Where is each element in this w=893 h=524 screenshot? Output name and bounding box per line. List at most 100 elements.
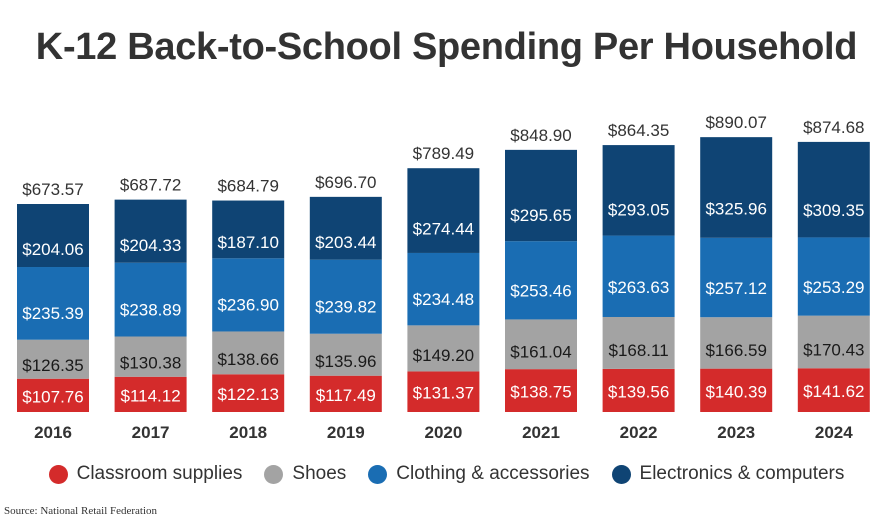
- segment-label-classroom-supplies-2017: $114.12: [120, 386, 180, 405]
- bar-segment-clothing-accessories-2017: [114, 262, 187, 337]
- segment-label-clothing-accessories-2022: $263.63: [608, 278, 669, 297]
- bar-segment-classroom-supplies-2016: [17, 378, 89, 412]
- total-label-2023: $890.07: [705, 113, 766, 132]
- segment-label-electronics-computers-2020: $274.44: [413, 220, 474, 239]
- segment-label-classroom-supplies-2024: $141.62: [803, 382, 864, 401]
- segment-label-shoes-2020: $149.20: [413, 346, 474, 365]
- segment-label-shoes-2016: $126.35: [22, 356, 83, 375]
- bar-segment-electronics-computers-2024: [797, 141, 870, 238]
- segment-label-shoes-2022: $168.11: [608, 341, 668, 360]
- legend-item-shoes: Shoes: [264, 463, 346, 485]
- segment-label-clothing-accessories-2021: $253.46: [510, 282, 571, 301]
- segment-label-classroom-supplies-2019: $117.49: [316, 386, 376, 405]
- bar-segment-clothing-accessories-2023: [700, 237, 773, 318]
- x-tick-label-2016: 2016: [34, 423, 72, 442]
- bar-group-2016: $107.76 $126.35 $235.39 $204.06 $673.57 2016: [17, 180, 89, 442]
- segment-label-shoes-2024: $170.43: [803, 340, 864, 359]
- segment-label-classroom-supplies-2023: $140.39: [705, 382, 766, 401]
- x-tick-label-2020: 2020: [424, 423, 462, 442]
- bar-segment-shoes-2024: [797, 315, 870, 369]
- x-tick-label-2017: 2017: [132, 423, 170, 442]
- bar-group-2022: $139.56 $168.11 $263.63 $293.05 $864.35 2022: [602, 121, 675, 442]
- bar-segment-electronics-computers-2019: [309, 196, 382, 260]
- segment-label-electronics-computers-2023: $325.96: [705, 200, 766, 219]
- segment-label-shoes-2019: $135.96: [315, 352, 376, 371]
- bar-segment-shoes-2016: [17, 339, 89, 379]
- bar-segment-classroom-supplies-2019: [309, 375, 382, 412]
- segment-label-classroom-supplies-2018: $122.13: [217, 385, 278, 404]
- segment-label-clothing-accessories-2017: $238.89: [120, 300, 181, 319]
- x-tick-label-2019: 2019: [327, 423, 365, 442]
- segment-label-classroom-supplies-2016: $107.76: [22, 387, 83, 406]
- bar-segment-classroom-supplies-2022: [602, 368, 675, 412]
- segment-label-classroom-supplies-2020: $131.37: [413, 384, 474, 403]
- x-tick-label-2022: 2022: [620, 423, 658, 442]
- bar-segment-classroom-supplies-2017: [114, 376, 187, 412]
- bar-segment-clothing-accessories-2024: [797, 237, 870, 316]
- bar-segment-clothing-accessories-2020: [407, 252, 480, 326]
- chart-area: $107.76$126.35$235.39$204.06$673.572016$…: [17, 113, 870, 442]
- legend-label-classroom-supplies: Classroom supplies: [76, 463, 243, 484]
- bar-group-2021: $138.75 $161.04 $253.46 $295.65 $848.90 2021: [505, 126, 577, 442]
- segment-label-electronics-computers-2017: $204.33: [120, 236, 181, 255]
- segment-label-electronics-computers-2018: $187.10: [217, 233, 278, 252]
- bar-segment-classroom-supplies-2018: [212, 374, 285, 412]
- legend-label-electronics-computers: Electronics & computers: [639, 463, 845, 484]
- bar-segment-clothing-accessories-2018: [212, 258, 285, 332]
- segment-label-clothing-accessories-2020: $234.48: [413, 290, 474, 309]
- bar-segment-electronics-computers-2020: [407, 168, 480, 253]
- segment-label-classroom-supplies-2021: $138.75: [510, 383, 571, 402]
- bar-segment-clothing-accessories-2022: [602, 235, 675, 317]
- x-tick-label-2018: 2018: [229, 423, 267, 442]
- bar-segment-electronics-computers-2018: [212, 200, 285, 259]
- bar-segment-shoes-2023: [700, 317, 773, 369]
- bar-segment-clothing-accessories-2019: [309, 259, 382, 334]
- bar-group-2017: $114.12 $130.38 $238.89 $204.33 $687.72 2017: [114, 176, 187, 442]
- bar-segment-classroom-supplies-2023: [700, 368, 773, 412]
- bar-segment-classroom-supplies-2024: [797, 368, 870, 412]
- segment-label-electronics-computers-2024: $309.35: [803, 201, 864, 220]
- total-label-2016: $673.57: [22, 180, 83, 199]
- x-tick-label-2023: 2023: [717, 423, 755, 442]
- total-label-2020: $789.49: [413, 144, 474, 163]
- legend-label-shoes: Shoes: [292, 463, 347, 484]
- total-label-2021: $848.90: [510, 126, 571, 145]
- segment-label-electronics-computers-2022: $293.05: [608, 200, 669, 219]
- segment-label-electronics-computers-2016: $204.06: [22, 240, 83, 259]
- legend-swatch-electronics-computers: [611, 464, 631, 484]
- bar-segment-electronics-computers-2021: [505, 149, 577, 242]
- bar-segment-shoes-2019: [309, 333, 382, 376]
- legend-swatch-clothing-accessories: [368, 464, 388, 484]
- bar-segment-shoes-2022: [602, 316, 675, 369]
- bar-segment-electronics-computers-2022: [602, 145, 675, 236]
- bar-segment-electronics-computers-2017: [114, 199, 187, 263]
- bar-segment-classroom-supplies-2020: [407, 371, 480, 412]
- segment-label-clothing-accessories-2019: $239.82: [315, 298, 376, 317]
- segment-label-electronics-computers-2019: $203.44: [315, 233, 376, 252]
- bar-segment-classroom-supplies-2021: [505, 369, 577, 412]
- bar-group-2020: $131.37 $149.20 $234.48 $274.44 $789.49 2020: [407, 144, 480, 442]
- bar-segment-clothing-accessories-2016: [17, 267, 89, 340]
- legend-item-clothing-accessories: Clothing & accessories: [368, 463, 590, 485]
- bar-segment-shoes-2021: [505, 319, 577, 370]
- bar-segment-electronics-computers-2016: [17, 204, 89, 268]
- legend-label-clothing-accessories: Clothing & accessories: [396, 463, 590, 484]
- bar-segment-electronics-computers-2023: [700, 137, 773, 238]
- bar-group-2024: $141.62 $170.43 $253.29 $309.35 $874.68 2024: [797, 118, 870, 442]
- segment-label-clothing-accessories-2023: $257.12: [705, 279, 766, 298]
- x-tick-label-2024: 2024: [815, 423, 853, 442]
- legend-item-classroom-supplies: Classroom supplies: [48, 463, 243, 485]
- total-label-2018: $684.79: [217, 177, 278, 196]
- segment-label-electronics-computers-2021: $295.65: [510, 206, 571, 225]
- legend: Classroom supplies Shoes Clothing & acce…: [0, 463, 893, 485]
- bar-group-2019: $117.49 $135.96 $239.82 $203.44 $696.70 2019: [309, 173, 382, 442]
- source-note: Source: National Retail Federation: [4, 505, 158, 517]
- segment-label-shoes-2023: $166.59: [705, 341, 766, 360]
- chart-title: K-12 Back-to-School Spending Per Househo…: [35, 26, 858, 68]
- total-label-2022: $864.35: [608, 121, 669, 140]
- total-label-2017: $687.72: [120, 176, 181, 195]
- segment-label-shoes-2018: $138.66: [217, 350, 278, 369]
- segment-label-shoes-2017: $130.38: [120, 353, 181, 372]
- total-label-2024: $874.68: [803, 118, 864, 137]
- total-label-2019: $696.70: [315, 173, 376, 192]
